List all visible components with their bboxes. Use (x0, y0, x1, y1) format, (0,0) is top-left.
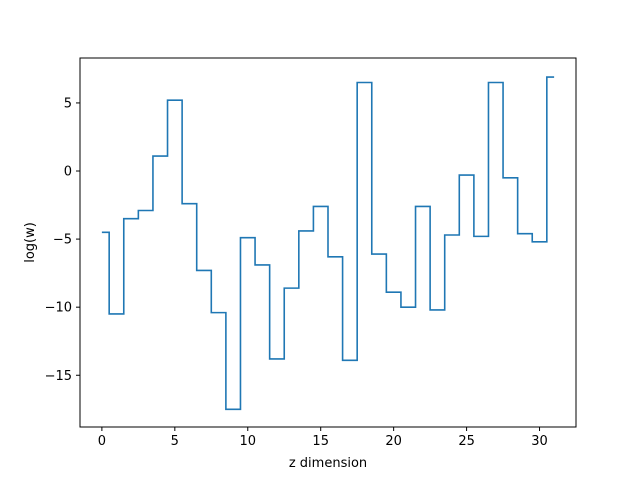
y-tick-label: −10 (45, 301, 72, 316)
y-tick-label: 0 (64, 165, 72, 180)
x-tick-label: 20 (385, 434, 402, 449)
x-tick-label: 5 (171, 434, 179, 449)
y-axis-label: log(w) (23, 222, 38, 263)
plot-layer (101, 76, 555, 411)
y-tick-label: −5 (53, 233, 72, 248)
y-axis-ticks: 5 0 −5 −10 −15 (45, 96, 80, 384)
y-tick-label: −15 (45, 369, 72, 384)
axes-frame (79, 57, 577, 428)
x-tick-label: 10 (239, 434, 256, 449)
series-step-line (101, 76, 555, 411)
x-axis-label: z dimension (289, 456, 367, 471)
x-tick-label: 0 (98, 434, 106, 449)
x-tick-label: 25 (458, 434, 475, 449)
x-axis-ticks: 0 5 10 15 20 25 30 (98, 427, 548, 449)
y-tick-label: 5 (64, 96, 72, 111)
x-tick-label: 15 (312, 434, 329, 449)
x-tick-label: 30 (531, 434, 548, 449)
